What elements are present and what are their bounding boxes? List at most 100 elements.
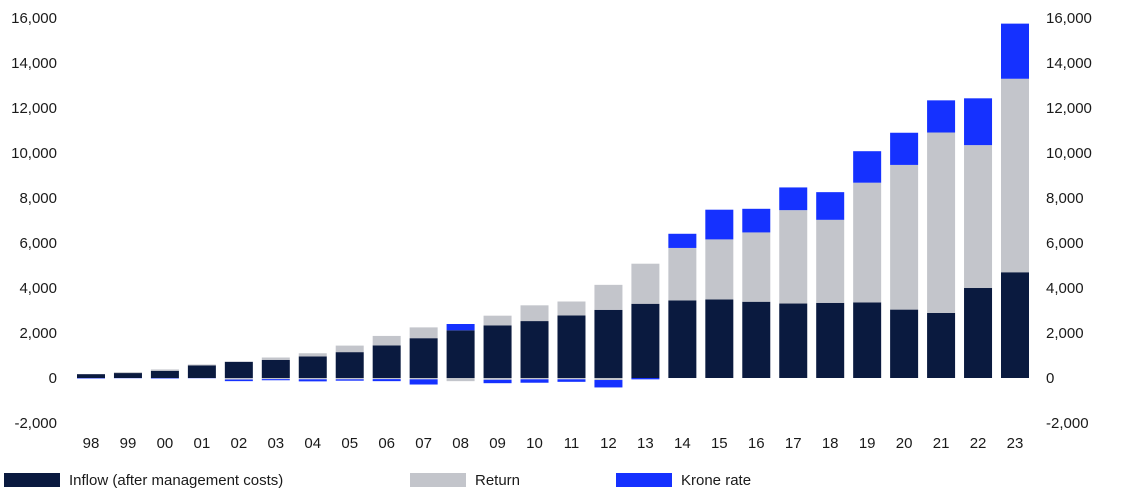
bar-return-22 (964, 145, 993, 289)
bar-return-23 (1001, 78, 1029, 273)
x-tick-label: 16 (748, 435, 765, 452)
x-tick-label: 15 (711, 435, 728, 452)
legend-label-inflow: Inflow (after management costs) (69, 471, 284, 489)
bar-krone-rate-17 (779, 187, 808, 211)
bar-krone-rate-22 (964, 98, 993, 146)
bar-inflow-after-management-costs-02 (224, 361, 253, 378)
bar-return-18 (816, 219, 845, 303)
bar-inflow-after-management-costs-22 (964, 288, 993, 378)
y-tick-left: 0 (49, 370, 57, 387)
bar-inflow-after-management-costs-20 (890, 309, 919, 378)
y-tick-left: 4,000 (19, 280, 57, 297)
bar-return-13 (631, 263, 660, 304)
legend-swatch-inflow (4, 473, 60, 487)
bar-inflow-after-management-costs-08 (446, 330, 475, 378)
bar-krone-rate-15 (705, 209, 734, 240)
y-tick-left: 8,000 (19, 190, 57, 207)
bar-negative-krone-rate-13 (631, 378, 660, 380)
y-tick-right: 16,000 (1046, 10, 1092, 27)
legend-swatch-return (410, 473, 466, 487)
bar-krone-rate-16 (742, 208, 771, 233)
bar-inflow-after-management-costs-05 (335, 352, 364, 379)
bar-krone-rate-23 (1001, 23, 1029, 79)
bar-inflow-after-management-costs-98 (77, 374, 105, 378)
x-axis: 98 99 00 01 02 03 04 05 06 07 08 09 10 11 12 13 14 15 16 17… (83, 435, 1024, 452)
bar-inflow-after-management-costs-18 (816, 302, 845, 378)
bar-negative-krone-rate-04 (298, 379, 327, 382)
legend-swatch-krone-rate (616, 473, 672, 487)
x-tick-label: 04 (304, 435, 321, 452)
x-tick-label: 20 (896, 435, 913, 452)
y-tick-left: 16,000 (11, 10, 57, 27)
bar-inflow-after-management-costs-07 (409, 338, 438, 378)
x-tick-label: 08 (452, 435, 469, 452)
legend-label-krone-rate: Krone rate (681, 471, 752, 489)
bar-negative-krone-rate-11 (557, 379, 586, 382)
bar-return-01 (187, 364, 216, 366)
y-tick-right: 4,000 (1046, 280, 1084, 297)
right-y-axis: -2,000 0 2,000 4,000 6,000 8,000 10,000 12,000 1… (1046, 10, 1092, 432)
bar-negative-return-04 (298, 378, 327, 380)
y-tick-left: 12,000 (11, 100, 57, 117)
bar-negative-return-05 (335, 378, 364, 380)
bar-negative-krone-rate-05 (335, 379, 364, 381)
bar-negative-return-12 (594, 378, 623, 381)
bar-negative-return-10 (520, 378, 549, 380)
bar-return-03 (261, 357, 290, 360)
bars-group (77, 23, 1029, 388)
bar-inflow-after-management-costs-11 (557, 315, 586, 378)
bar-return-19 (853, 182, 882, 303)
x-tick-label: 03 (267, 435, 284, 452)
bar-negative-krone-rate-03 (261, 379, 290, 381)
bar-negative-krone-rate-02 (224, 379, 253, 382)
bar-inflow-after-management-costs-15 (705, 299, 734, 378)
bar-krone-rate-14 (668, 233, 697, 248)
bar-krone-rate-18 (816, 192, 845, 220)
bar-negative-krone-rate-07 (409, 379, 438, 385)
x-tick-label: 02 (230, 435, 247, 452)
bar-inflow-after-management-costs-14 (668, 300, 697, 379)
bar-negative-krone-rate-10 (520, 379, 549, 383)
bar-negative-return-09 (483, 378, 512, 380)
y-tick-right: -2,000 (1046, 415, 1089, 432)
y-tick-right: 0 (1046, 370, 1054, 387)
legend-item-krone-rate: Krone rate (616, 466, 751, 494)
bar-inflow-after-management-costs-04 (298, 356, 327, 378)
x-tick-label: 00 (157, 435, 174, 452)
x-tick-label: 98 (83, 435, 100, 452)
x-tick-label: 06 (378, 435, 395, 452)
bar-inflow-after-management-costs-10 (520, 321, 549, 378)
x-tick-label: 07 (415, 435, 432, 452)
x-tick-label: 17 (785, 435, 802, 452)
y-tick-right: 10,000 (1046, 145, 1092, 162)
bar-return-06 (372, 335, 401, 346)
y-tick-left: 14,000 (11, 55, 57, 72)
bar-negative-krone-rate-09 (483, 379, 512, 384)
x-tick-label: 12 (600, 435, 617, 452)
left-y-axis: -2,000 0 2,000 4,000 6,000 8,000 10,000 12,000 1… (11, 10, 57, 432)
legend-item-return: Return (410, 466, 520, 494)
bar-return-17 (779, 210, 808, 304)
bar-inflow-after-management-costs-03 (261, 360, 290, 378)
bar-negative-krone-rate-12 (594, 380, 623, 388)
legend-label-return: Return (475, 471, 521, 489)
bar-negative-return-03 (261, 378, 290, 380)
x-tick-label: 22 (970, 435, 987, 452)
bar-return-16 (742, 232, 771, 302)
bar-negative-return-07 (409, 378, 438, 380)
bar-return-15 (705, 239, 734, 300)
bar-return-99 (113, 372, 142, 374)
bar-inflow-after-management-costs-17 (779, 303, 808, 378)
bar-krone-rate-20 (890, 132, 919, 165)
bar-inflow-after-management-costs-19 (853, 302, 882, 378)
bar-inflow-after-management-costs-99 (113, 373, 142, 378)
y-tick-left: 10,000 (11, 145, 57, 162)
x-tick-label: 19 (859, 435, 876, 452)
x-tick-label: 10 (526, 435, 543, 452)
bar-negative-krone-rate-06 (372, 379, 401, 382)
bar-return-07 (409, 327, 438, 339)
x-tick-label: 23 (1007, 435, 1024, 452)
y-tick-left: 6,000 (19, 235, 57, 252)
x-tick-label: 05 (341, 435, 358, 452)
bar-return-20 (890, 164, 919, 310)
